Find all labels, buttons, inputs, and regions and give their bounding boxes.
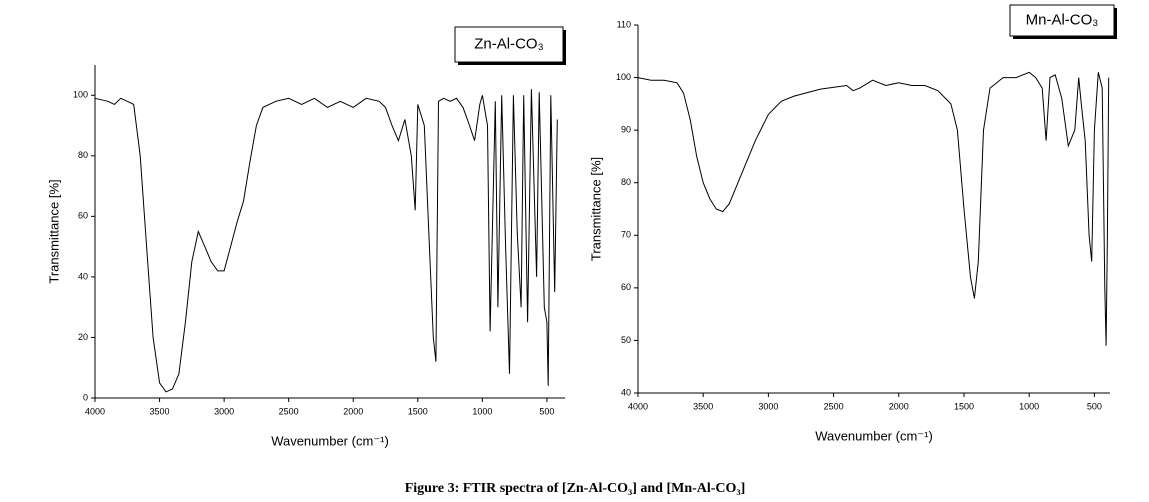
y-tick-label: 110 bbox=[617, 19, 631, 29]
x-tick-label: 4000 bbox=[85, 406, 105, 416]
x-tick-label: 3000 bbox=[758, 401, 778, 411]
x-axis-title: Wavenumber (cm⁻¹) bbox=[271, 433, 389, 448]
y-tick-label: 40 bbox=[78, 271, 88, 281]
spectrum-line bbox=[637, 71, 1110, 346]
y-tick-label: 80 bbox=[621, 177, 631, 187]
x-tick-label: 3500 bbox=[150, 406, 170, 416]
x-tick-label: 1000 bbox=[472, 406, 492, 416]
y-tick-label: 80 bbox=[78, 150, 88, 160]
caption: Figure 3: FTIR spectra of [Zn-Al-CO₃] an… bbox=[405, 481, 746, 496]
legend-text: Zn-Al-CO₃ bbox=[474, 35, 543, 52]
y-tick-label: 60 bbox=[78, 211, 88, 221]
y-tick-label: 40 bbox=[621, 387, 631, 397]
x-tick-label: 2500 bbox=[824, 401, 844, 411]
legend-box bbox=[454, 26, 564, 63]
y-tick-label: 20 bbox=[78, 332, 88, 342]
spectrum-line bbox=[94, 89, 558, 393]
x-tick-label: 1500 bbox=[954, 401, 974, 411]
x-tick-label: 3500 bbox=[693, 401, 713, 411]
x-tick-label: 2000 bbox=[889, 401, 909, 411]
y-tick-label: 90 bbox=[621, 125, 631, 135]
y-axis-title: Transmittance [%] bbox=[46, 179, 61, 283]
x-tick-label: 3000 bbox=[214, 406, 234, 416]
x-tick-label: 2500 bbox=[279, 406, 299, 416]
x-tick-label: 1000 bbox=[1019, 401, 1039, 411]
y-tick-label: 70 bbox=[621, 230, 631, 240]
y-tick-label: 60 bbox=[621, 282, 631, 292]
x-tick-label: 500 bbox=[539, 406, 554, 416]
y-tick-label: 0 bbox=[83, 392, 88, 402]
x-tick-label: 2000 bbox=[343, 406, 363, 416]
x-tick-label: 1500 bbox=[408, 406, 428, 416]
legend-box bbox=[1009, 4, 1115, 37]
legend-text: Mn-Al-CO₃ bbox=[1026, 11, 1099, 28]
y-tick-label: 100 bbox=[616, 72, 631, 82]
x-tick-label: 500 bbox=[1087, 401, 1102, 411]
x-axis-title: Wavenumber (cm⁻¹) bbox=[815, 428, 933, 443]
x-tick-label: 4000 bbox=[628, 401, 648, 411]
y-tick-label: 100 bbox=[73, 90, 88, 100]
y-axis-title: Transmittance [%] bbox=[588, 157, 603, 261]
y-tick-label: 50 bbox=[621, 335, 631, 345]
